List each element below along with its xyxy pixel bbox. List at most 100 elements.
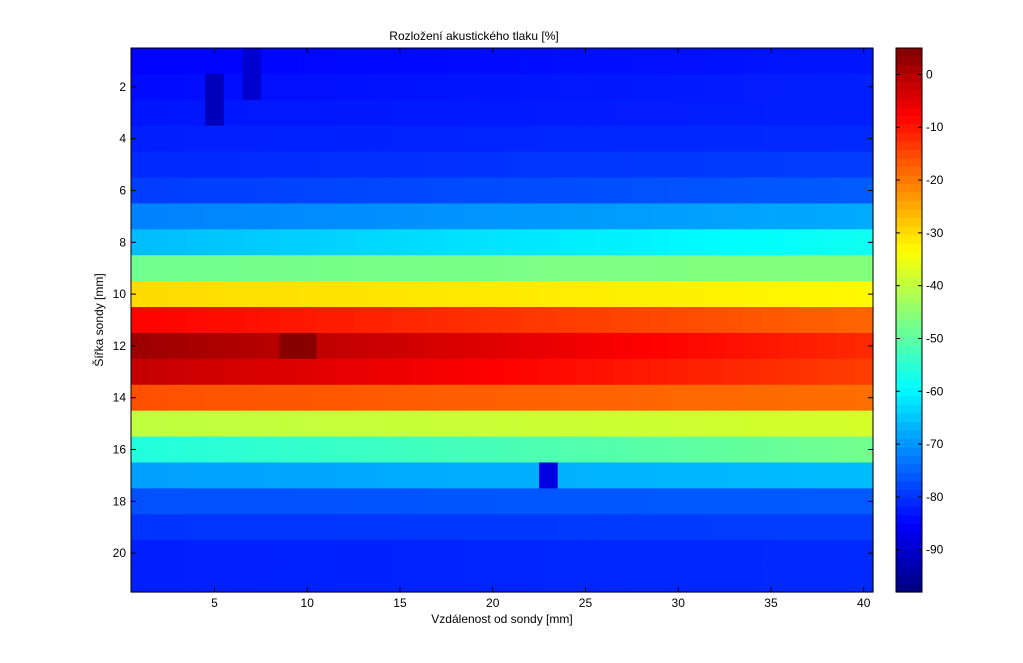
heatmap-cell — [242, 99, 262, 127]
heatmap-cell — [446, 514, 466, 541]
heatmap-cell — [483, 384, 503, 412]
heatmap-cell — [464, 488, 485, 515]
heatmap-cell — [761, 332, 781, 360]
heatmap-cell — [724, 48, 744, 75]
heatmap-cell — [353, 203, 373, 230]
heatmap-cell — [631, 229, 651, 256]
colorbar-segment — [896, 218, 922, 228]
heatmap-cell — [557, 358, 577, 386]
heatmap-cell — [223, 358, 243, 386]
heatmap-cell — [131, 566, 151, 593]
heatmap-cell — [594, 151, 614, 179]
colorbar-segment — [896, 498, 922, 508]
heatmap-cell — [854, 307, 874, 334]
heatmap-cell — [780, 151, 800, 179]
heatmap-cell — [409, 48, 429, 75]
heatmap-cell — [297, 514, 318, 541]
heatmap-cell — [631, 203, 651, 230]
colorbar-segment — [896, 48, 922, 58]
heatmap-cell — [668, 384, 689, 412]
heatmap-cell — [743, 281, 763, 308]
colorbar-segment — [896, 541, 922, 551]
heatmap-cell — [650, 229, 670, 256]
heatmap-cell — [446, 332, 466, 360]
heatmap-cell — [335, 514, 355, 541]
heatmap-cell — [390, 514, 410, 541]
heatmap-cell — [780, 48, 800, 75]
heatmap-cell — [706, 540, 726, 567]
heatmap-cell — [557, 73, 577, 101]
heatmap-cell — [687, 125, 707, 153]
heatmap-cell — [743, 332, 763, 360]
heatmap-cell — [724, 514, 744, 541]
heatmap-cell — [390, 540, 410, 567]
heatmap-cell — [279, 229, 299, 256]
colorbar-segment — [896, 209, 922, 219]
heatmap-cell — [260, 307, 280, 334]
heatmap-cell — [835, 151, 856, 179]
heatmap-cell — [409, 332, 429, 360]
heatmap-cell — [372, 281, 392, 308]
heatmap-cell — [409, 177, 429, 205]
heatmap-cell — [427, 203, 447, 230]
heatmap-cell — [223, 384, 243, 412]
heatmap-cell — [706, 48, 726, 75]
heatmap-cell — [205, 514, 225, 541]
heatmap-cell — [390, 255, 410, 282]
heatmap-cell — [576, 255, 596, 282]
heatmap-cell — [761, 488, 781, 515]
heatmap-cell — [483, 410, 503, 438]
heatmap-cell — [613, 410, 633, 438]
heatmap-cell — [835, 307, 856, 334]
heatmap-cell — [168, 540, 188, 567]
heatmap-cell — [687, 281, 707, 308]
heatmap-cell — [594, 436, 614, 464]
heatmap-cell — [743, 358, 763, 386]
heatmap-cell — [409, 307, 429, 334]
heatmap-cell — [168, 255, 188, 282]
heatmap-cell — [260, 125, 280, 153]
heatmap-cell — [316, 48, 336, 75]
heatmap-cell — [613, 177, 633, 205]
heatmap-cell — [817, 384, 837, 412]
heatmap-cell — [316, 436, 336, 464]
colorbar-tick-label: -70 — [926, 437, 944, 451]
heatmap-cell — [613, 125, 633, 153]
heatmap-cell — [186, 488, 206, 515]
heatmap-cell — [668, 229, 689, 256]
heatmap-cell — [279, 436, 299, 464]
heatmap-cell — [613, 151, 633, 179]
heatmap-cell — [854, 332, 874, 360]
colorbar-segment — [896, 354, 922, 364]
heatmap-cell — [223, 281, 243, 308]
heatmap-cell — [297, 436, 318, 464]
y-tick-label: 4 — [119, 132, 126, 146]
heatmap-cell — [260, 488, 280, 515]
heatmap-cell — [131, 307, 151, 334]
heatmap-cell — [706, 307, 726, 334]
heatmap-cell — [390, 384, 410, 412]
heatmap-cell — [409, 462, 429, 489]
heatmap-cell — [260, 73, 280, 101]
heatmap-cell — [186, 514, 206, 541]
heatmap-cell — [520, 540, 540, 567]
heatmap-cell — [576, 358, 596, 386]
colorbar-segment — [896, 583, 922, 593]
heatmap-cell — [761, 255, 781, 282]
heatmap-cell — [613, 540, 633, 567]
heatmap-cell — [613, 99, 633, 127]
heatmap-cell — [316, 151, 336, 179]
colorbar-segment — [896, 388, 922, 398]
heatmap-cell — [594, 203, 614, 230]
heatmap-cell — [242, 125, 262, 153]
heatmap-cell — [817, 307, 837, 334]
x-tick-label: 5 — [211, 596, 218, 610]
heatmap-cell — [372, 384, 392, 412]
heatmap-cell — [168, 436, 188, 464]
heatmap-cell — [557, 125, 577, 153]
heatmap-cell — [613, 332, 633, 360]
heatmap-cell — [131, 99, 151, 127]
heatmap-cell — [502, 488, 522, 515]
colorbar-segment — [896, 473, 922, 483]
heatmap-cell — [464, 436, 485, 464]
